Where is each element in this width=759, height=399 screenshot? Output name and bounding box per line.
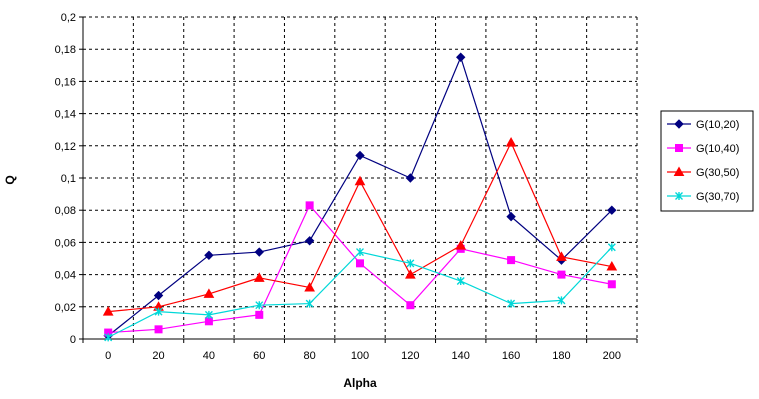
data-point [354,175,366,186]
series-1 [103,52,617,341]
y-tick-label: 0,04 [55,270,76,282]
data-point [505,137,517,147]
legend-label: G(30,50) [696,167,739,179]
y-tick-label: 0,14 [55,109,76,121]
x-tick-label: 120 [401,350,419,362]
x-tick-label: 100 [351,350,369,362]
data-point [455,240,467,250]
data-point [405,269,416,279]
series-3 [102,137,618,316]
data-point [356,248,364,257]
legend-item: G(30,70) [667,191,739,203]
series-2 [104,201,616,337]
data-point [154,325,163,334]
data-point [253,272,265,282]
data-point [154,307,163,316]
y-axis-ticks: 0 0,02 0,04 0,06 0,08 0,1 0,12 0,14 0,16 0,18 0,2 [55,12,83,346]
legend-label: G(10,40) [696,143,739,155]
x-tick-label: 40 [203,350,215,362]
data-point [355,150,365,161]
legend-marker [675,144,683,152]
legend-marker [674,119,684,129]
x-tick-label: 0 [105,350,111,362]
data-point [606,261,618,271]
legend-label: G(10,20) [696,119,739,131]
data-point [607,205,617,215]
legend: G(10,20) G(10,40) G(30,50) G(30,70) [660,110,754,212]
x-tick-label: 200 [603,350,621,362]
data-point [456,52,466,62]
y-axis-title: Q [3,175,17,184]
y-tick-label: 0,02 [55,302,76,314]
legend-marker [673,166,685,176]
x-tick-label: 20 [152,350,164,362]
legend-item: G(10,20) [667,119,739,131]
data-point [104,333,113,342]
legend-marker [675,192,683,200]
data-point [506,211,516,222]
x-tick-label: 60 [253,350,265,362]
data-point [305,201,314,210]
data-point [405,173,416,183]
data-point [456,277,465,286]
x-axis-title: Alpha [343,376,377,390]
y-tick-label: 0,06 [55,237,76,249]
data-point [153,290,164,301]
data-point [204,250,214,260]
data-point [557,270,566,279]
data-point [255,310,264,319]
y-tick-label: 0,12 [55,141,76,153]
y-tick-label: 0,16 [55,76,76,88]
x-tick-label: 140 [452,350,470,362]
series-4 [104,243,616,342]
data-point [556,251,567,261]
data-point [607,243,616,252]
data-point [507,299,516,308]
x-tick-label: 80 [304,350,316,362]
x-axis-ticks: 0 20 40 60 80 100 120 140 160 180 200 [82,339,638,362]
y-tick-label: 0,08 [55,205,76,217]
legend-box [660,110,754,212]
data-point [356,259,364,268]
data-point [607,280,616,289]
data-point [557,296,566,305]
data-point [305,299,314,308]
x-tick-label: 160 [502,350,520,362]
series-group [102,52,618,342]
data-point [507,256,516,265]
legend-item: G(30,50) [667,166,739,179]
data-point [102,306,114,316]
data-point [254,247,264,257]
y-tick-label: 0,1 [61,173,76,185]
data-point [203,288,215,298]
data-point [406,259,415,268]
legend-label: G(30,70) [696,191,739,203]
y-tick-label: 0,18 [55,44,76,56]
data-point [304,236,315,246]
y-tick-label: 0 [70,334,76,346]
data-point [304,281,315,292]
data-point [204,310,213,319]
y-tick-label: 0,2 [61,12,76,24]
legend-item: G(10,40) [667,143,739,155]
data-point [255,301,264,310]
data-point [406,301,415,310]
x-tick-label: 180 [552,350,570,362]
